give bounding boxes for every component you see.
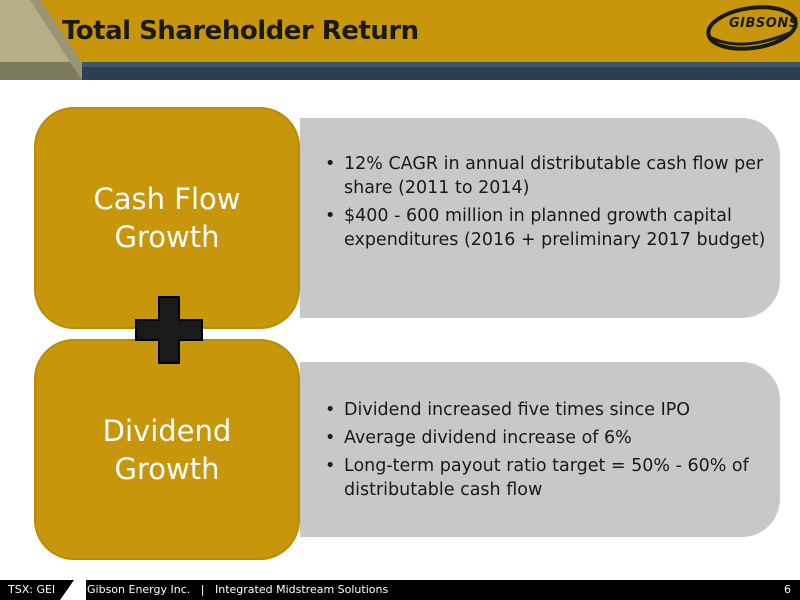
- gibson-logo-icon: [706, 5, 798, 51]
- list-item: 12% CAGR in annual distributable cash fl…: [322, 152, 767, 200]
- footer-divider: [60, 580, 86, 600]
- header-navy-highlight: [0, 62, 800, 67]
- footer-company: Gibson Energy Inc.: [87, 583, 191, 596]
- footer-separator: |: [200, 583, 205, 596]
- slide-footer: TSX: GEI Gibson Energy Inc. | Integrated…: [0, 580, 800, 600]
- header-corner-accent: [0, 0, 82, 80]
- cash-flow-bullets: 12% CAGR in annual distributable cash fl…: [322, 152, 767, 256]
- header-gold-band: [0, 0, 800, 62]
- list-item: Long-term payout ratio target = 50% - 60…: [322, 454, 767, 502]
- list-item: Dividend increased five times since IPO: [322, 398, 767, 422]
- footer-company-line: Gibson Energy Inc. | Integrated Midstrea…: [87, 580, 388, 600]
- dividend-label-line1: Dividend: [102, 413, 232, 448]
- dividend-bullets: Dividend increased five times since IPO …: [322, 398, 767, 506]
- logo-text: GIBSONS: [729, 16, 799, 31]
- list-item: Average dividend increase of 6%: [322, 426, 767, 450]
- dividend-label-line2: Growth: [114, 451, 220, 486]
- cash-flow-label-line1: Cash Flow: [93, 182, 241, 216]
- cash-flow-label-line2: Growth: [114, 220, 220, 254]
- page-title: Total Shareholder Return: [62, 16, 419, 46]
- plus-icon: [135, 296, 203, 364]
- page-number: 6: [784, 583, 791, 596]
- list-item: $400 - 600 million in planned growth cap…: [322, 204, 767, 252]
- slide-header: Total Shareholder Return GIBSONS: [0, 0, 800, 80]
- footer-ticker: TSX: GEI: [8, 583, 56, 596]
- cash-flow-growth-box: Cash Flow Growth: [34, 107, 300, 329]
- dividend-growth-box: Dividend Growth: [34, 339, 300, 560]
- footer-tagline: Integrated Midstream Solutions: [214, 583, 389, 596]
